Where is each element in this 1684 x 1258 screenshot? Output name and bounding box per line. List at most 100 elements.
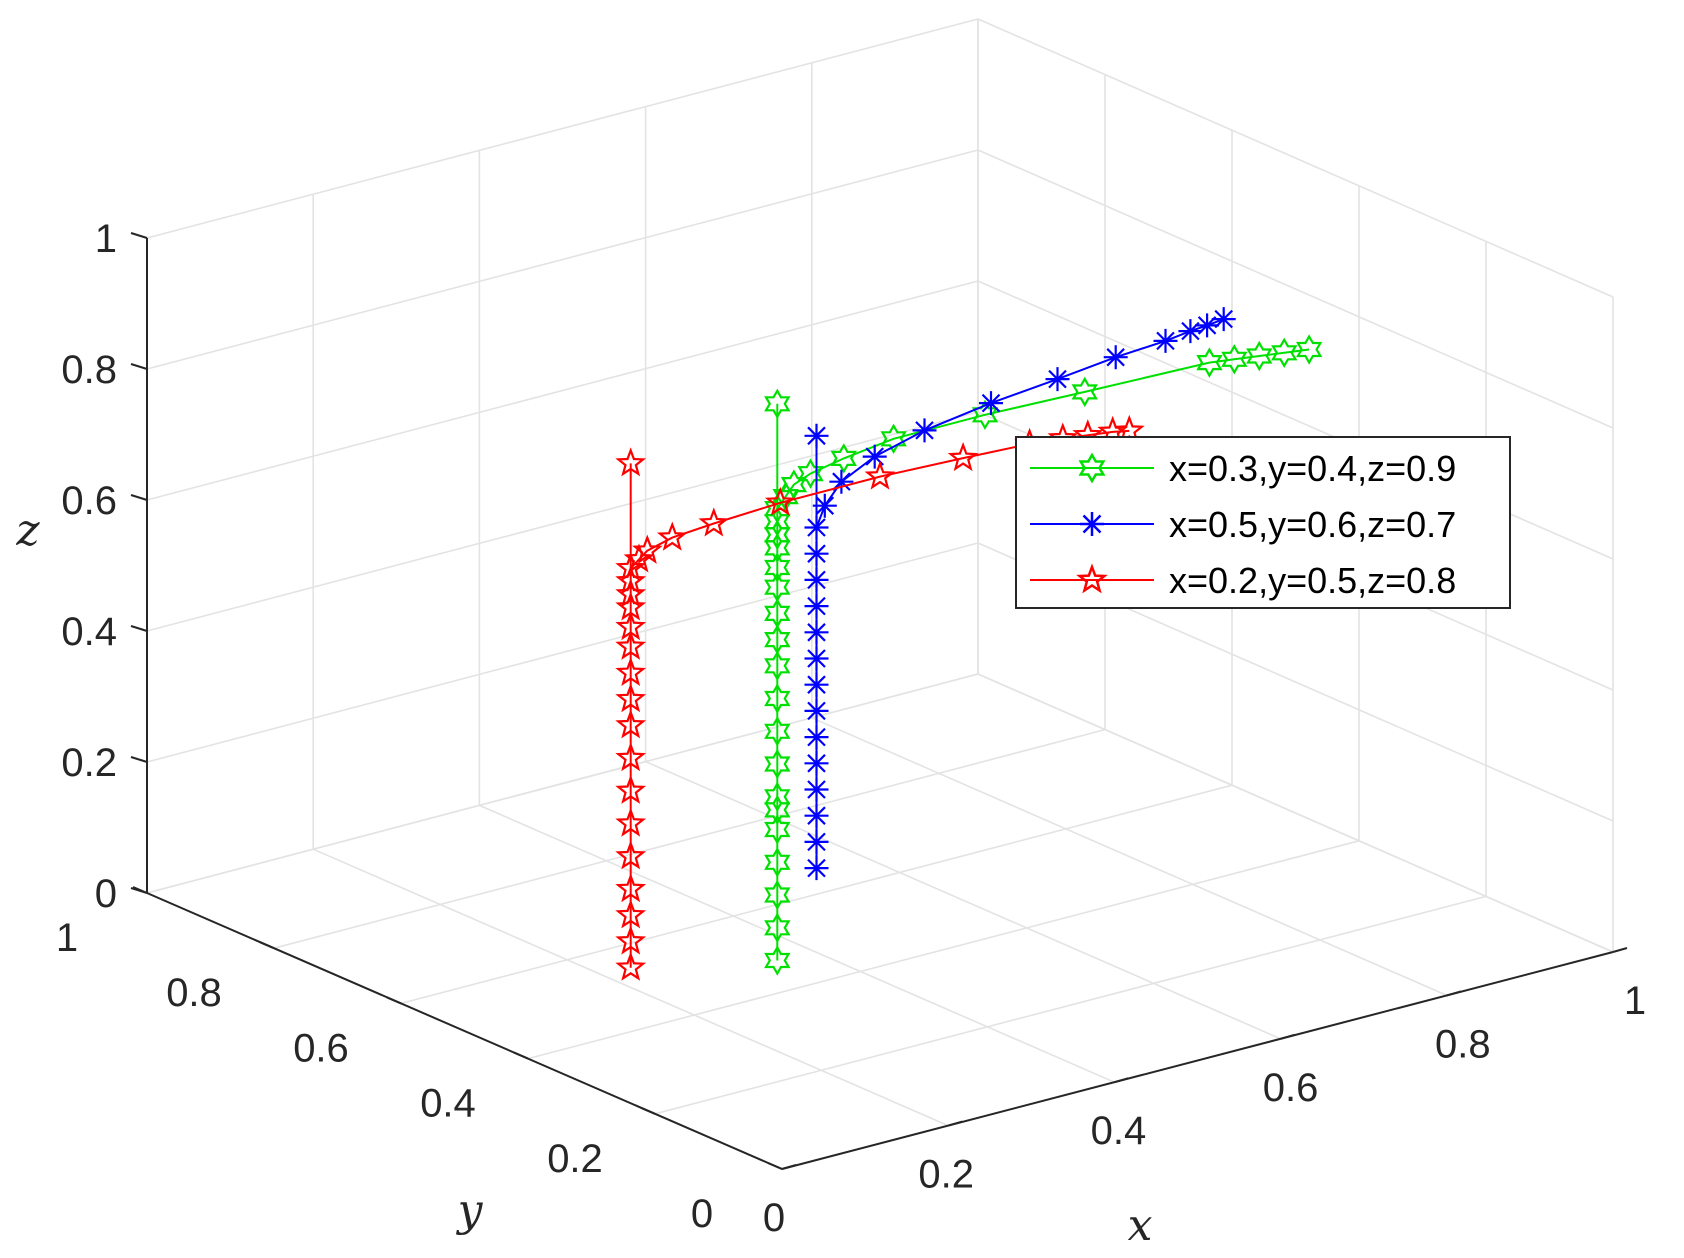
axes-layer: 0 0 0 0.2 0.2 0.2 0.4 0.4 0.4 0.6 0.6 0.6 0.8 0.8 0.8 1… [56, 217, 1646, 1240]
series-1 [764, 334, 1323, 976]
z-tick-label: 0.6 [61, 479, 117, 523]
data-point [764, 945, 791, 976]
side-wall-grid-z-0 [977, 673, 1614, 953]
x-axis-line [781, 951, 1614, 1170]
data-point [764, 571, 791, 603]
floor-grid-y-3 [400, 784, 1233, 1005]
floor-grid-y-4 [273, 728, 1106, 949]
data-point [615, 610, 647, 641]
back-wall-grid-z-5 [146, 18, 979, 239]
legend-marker-asterisk-icon [1080, 512, 1104, 536]
back-wall-grid-z-4 [146, 149, 979, 370]
z-tick-label: 0 [95, 872, 117, 916]
z-tick-label: 0.4 [61, 610, 117, 654]
data-point [804, 620, 829, 645]
data-point [623, 543, 655, 573]
data-point [615, 578, 647, 608]
data-point [615, 840, 647, 870]
y-tick-mark-4 [259, 941, 275, 950]
legend: x=0.3,y=0.4,z=0.9 x=0.5,y=0.6,z=0.7 x=0.… [1015, 436, 1511, 609]
x-tick-label: 1 [1624, 979, 1646, 1023]
data-point [829, 469, 854, 494]
x-tick-label: 0.6 [1263, 1066, 1319, 1110]
back-wall-grid-z-1 [146, 542, 979, 763]
data-point [804, 672, 829, 697]
data-point [804, 725, 829, 750]
data-point [764, 748, 791, 780]
data-point [615, 447, 647, 477]
y-tick-mark-3 [386, 996, 402, 1005]
data-point [804, 423, 829, 448]
data-point [764, 650, 791, 682]
y-axis-line [146, 892, 783, 1170]
y-tick-mark-1 [640, 1106, 656, 1115]
z-tick-label: 1 [95, 217, 117, 261]
y-tick-label: 0.4 [420, 1082, 476, 1126]
y-tick-label: 1 [56, 916, 78, 960]
data-point [1196, 347, 1223, 378]
data-point [804, 751, 829, 776]
data-point [764, 388, 791, 420]
x-tick-mark-4 [1446, 990, 1462, 997]
data-point [830, 443, 857, 474]
x-tick-label: 0.4 [1091, 1109, 1147, 1153]
data-point [615, 741, 647, 772]
data-point [764, 486, 796, 516]
data-point [764, 683, 791, 714]
data-point [864, 460, 896, 490]
legend-label-series-3: x=0.2,y=0.5,z=0.8 [1169, 560, 1456, 601]
data-point [615, 630, 647, 660]
data-point [764, 781, 791, 813]
z-tick-mark-3 [130, 494, 148, 501]
x-tick-label: 0.8 [1435, 1022, 1491, 1066]
y-axis-label: y [456, 1185, 484, 1236]
data-point [912, 418, 937, 443]
side-wall-grid-z-5 [977, 18, 1614, 298]
z-tick-mark-1 [130, 756, 148, 763]
data-point [615, 951, 647, 981]
data-point [804, 541, 829, 566]
z-tick-mark-4 [130, 363, 148, 370]
data-point [764, 716, 791, 747]
x-tick-label: 0 [763, 1196, 785, 1240]
x-tick-mark-2 [1114, 1077, 1129, 1084]
data-point [804, 803, 829, 828]
data-point [615, 565, 647, 595]
y-tick-mark-5 [132, 886, 148, 894]
z-tick-label: 0.8 [61, 348, 117, 392]
back-wall-grid-z-0 [146, 673, 979, 894]
z-tick-label: 0.2 [61, 741, 117, 785]
data-point [1071, 376, 1098, 408]
x-tick-mark-5 [1612, 947, 1628, 953]
data-point [764, 598, 791, 629]
data-point [615, 591, 647, 621]
data-point [804, 698, 829, 723]
data-point [615, 683, 647, 713]
back-wall-grid-z-3 [146, 280, 979, 501]
data-point [1195, 313, 1220, 338]
x-tick-mark-1 [947, 1120, 963, 1127]
series-layer [615, 307, 1323, 981]
data-point [764, 847, 791, 878]
data-point [1045, 367, 1070, 392]
data-point [1271, 337, 1298, 369]
legend-label-series-1: x=0.3,y=0.4,z=0.9 [1169, 448, 1456, 489]
x-tick-label: 0.2 [918, 1153, 974, 1197]
floor-grid-x-4 [811, 717, 1448, 997]
data-point [947, 441, 979, 472]
data-point [780, 469, 808, 500]
series-3 [615, 414, 1145, 981]
data-point [615, 656, 647, 687]
back-wall-grid-z-2 [146, 411, 979, 632]
data-point [772, 481, 799, 512]
data-point [764, 624, 791, 655]
data-point [1153, 328, 1178, 353]
data-point [1103, 345, 1128, 370]
y-tick-mark-0 [767, 1162, 783, 1170]
x-tick-mark-3 [1280, 1033, 1295, 1040]
data-point [804, 777, 829, 802]
data-point [804, 567, 829, 592]
data-point [1211, 307, 1236, 332]
data-point [615, 774, 647, 804]
series-2 [804, 307, 1236, 881]
